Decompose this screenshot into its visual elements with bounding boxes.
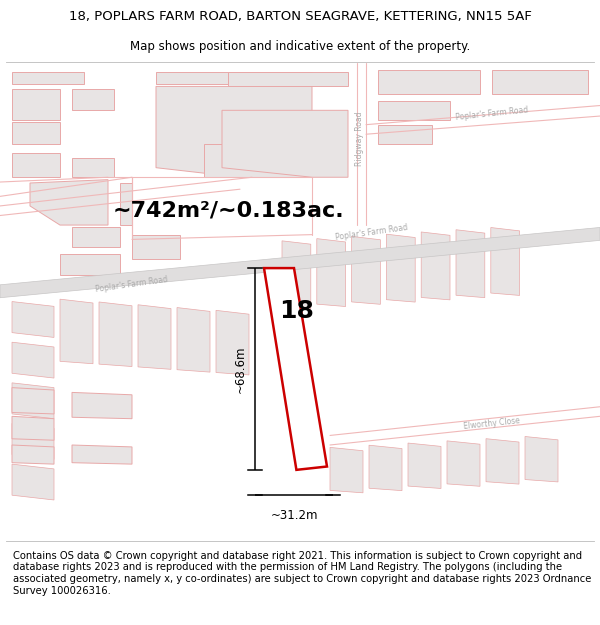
Text: 18, POPLARS FARM ROAD, BARTON SEAGRAVE, KETTERING, NN15 5AF: 18, POPLARS FARM ROAD, BARTON SEAGRAVE, …: [68, 10, 532, 22]
Text: ~742m²/~0.183ac.: ~742m²/~0.183ac.: [112, 201, 344, 221]
Polygon shape: [30, 179, 108, 225]
Polygon shape: [138, 305, 171, 369]
Polygon shape: [12, 301, 54, 338]
Polygon shape: [177, 308, 210, 372]
Polygon shape: [12, 445, 54, 464]
Polygon shape: [12, 122, 60, 144]
Text: ~68.6m: ~68.6m: [233, 345, 247, 392]
Polygon shape: [60, 254, 120, 275]
Polygon shape: [60, 299, 93, 364]
Text: Contains OS data © Crown copyright and database right 2021. This information is : Contains OS data © Crown copyright and d…: [13, 551, 592, 596]
Polygon shape: [72, 392, 132, 419]
Polygon shape: [222, 110, 348, 178]
Polygon shape: [12, 424, 54, 459]
Polygon shape: [12, 89, 60, 120]
Polygon shape: [120, 183, 132, 225]
Polygon shape: [486, 439, 519, 484]
Polygon shape: [447, 441, 480, 486]
Text: Ridgway Road: Ridgway Road: [355, 112, 365, 166]
Polygon shape: [12, 153, 60, 178]
Polygon shape: [491, 228, 520, 296]
Polygon shape: [378, 69, 480, 94]
Polygon shape: [72, 445, 132, 464]
Polygon shape: [492, 69, 588, 94]
Polygon shape: [352, 236, 380, 304]
Polygon shape: [421, 232, 450, 300]
Polygon shape: [216, 311, 249, 375]
Polygon shape: [72, 89, 114, 110]
Polygon shape: [408, 443, 441, 489]
Polygon shape: [282, 241, 311, 309]
Polygon shape: [12, 464, 54, 500]
Text: Poplar's Farm Road: Poplar's Farm Road: [335, 222, 409, 242]
Polygon shape: [12, 388, 54, 414]
Text: Elworthy Close: Elworthy Close: [463, 416, 521, 431]
Polygon shape: [330, 448, 363, 493]
Polygon shape: [378, 101, 450, 120]
Polygon shape: [525, 436, 558, 482]
Polygon shape: [369, 445, 402, 491]
Text: ~31.2m: ~31.2m: [270, 509, 318, 522]
Text: Map shows position and indicative extent of the property.: Map shows position and indicative extent…: [130, 41, 470, 53]
Text: Poplar's Farm Road: Poplar's Farm Road: [455, 106, 529, 122]
Polygon shape: [132, 234, 180, 259]
Polygon shape: [0, 228, 600, 298]
Polygon shape: [264, 268, 327, 470]
Text: Poplar's Farm Road: Poplar's Farm Road: [95, 275, 169, 294]
Polygon shape: [72, 228, 120, 247]
Text: 18: 18: [279, 299, 314, 323]
Polygon shape: [317, 239, 346, 306]
Polygon shape: [12, 72, 84, 84]
Polygon shape: [456, 230, 485, 298]
Polygon shape: [156, 86, 312, 178]
Polygon shape: [204, 144, 312, 177]
Polygon shape: [12, 383, 54, 419]
Polygon shape: [12, 342, 54, 378]
Polygon shape: [72, 158, 114, 177]
Polygon shape: [378, 124, 432, 144]
Polygon shape: [156, 72, 312, 84]
Polygon shape: [386, 234, 415, 302]
Polygon shape: [228, 72, 348, 86]
Polygon shape: [99, 302, 132, 366]
Polygon shape: [12, 416, 54, 440]
